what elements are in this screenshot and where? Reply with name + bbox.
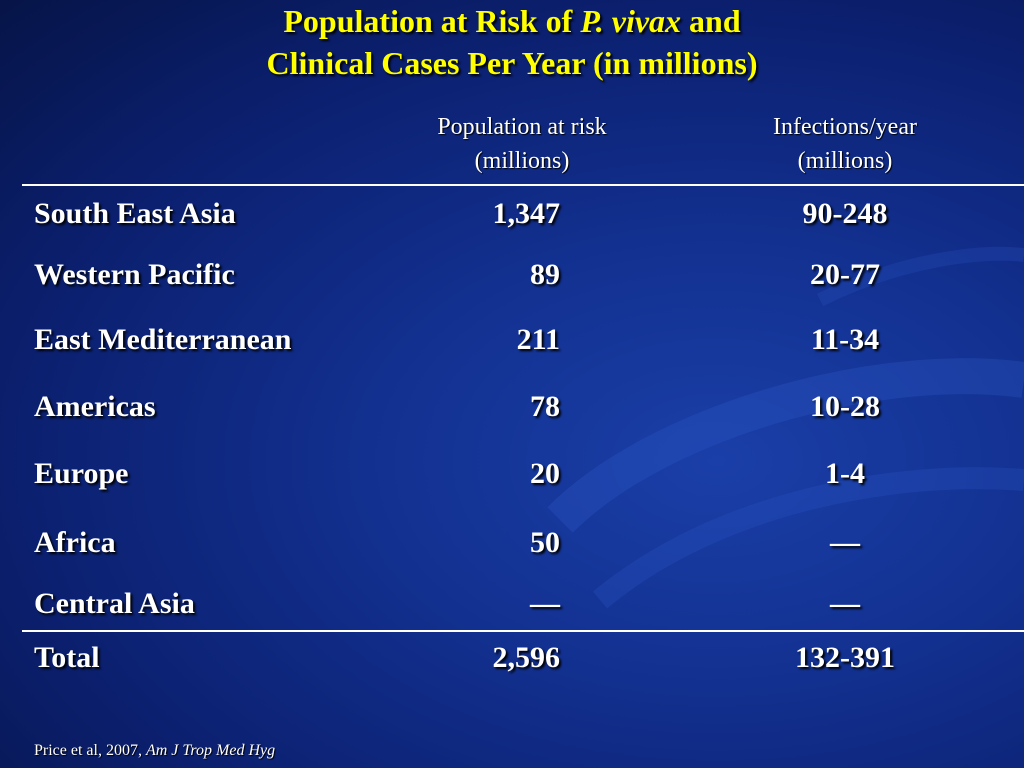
table-row: South East Asia 1,347 90-248	[0, 194, 1024, 234]
infections-cell: 1-4	[825, 457, 865, 490]
population-cell: 1,347	[492, 197, 561, 230]
region-cell: East Mediterranean	[34, 323, 292, 356]
population-cell: 89	[530, 258, 560, 291]
region-cell: Americas	[34, 390, 156, 423]
title-species: P. vivax	[580, 3, 682, 39]
table-row: Americas 78 10-28	[0, 387, 1024, 427]
total-infections: 132-391	[795, 641, 895, 674]
total-label: Total	[34, 641, 100, 674]
table-row: Europe 20 1-4	[0, 454, 1024, 494]
title-suffix: and	[681, 3, 741, 39]
region-cell: South East Asia	[34, 197, 236, 230]
citation-authors: Price et al, 2007,	[34, 742, 146, 759]
table-row: Central Asia — —	[0, 584, 1024, 624]
column-header-population-line-2: (millions)	[474, 148, 570, 174]
column-header-population: Population at risk (millions)	[372, 110, 672, 178]
table-row: Western Pacific 89 20-77	[0, 255, 1024, 295]
table-total-row: Total 2,596 132-391	[0, 638, 1024, 678]
infections-cell: —	[830, 587, 860, 620]
title-line-2: Clinical Cases Per Year (in millions)	[266, 45, 758, 81]
population-cell: 20	[530, 457, 560, 490]
infections-cell: 90-248	[802, 197, 888, 230]
title-prefix: Population at Risk of	[283, 3, 581, 39]
population-cell: 211	[516, 323, 560, 356]
population-cell: 78	[530, 390, 560, 423]
title-line-1: Population at Risk of P. vivax and	[0, 0, 1024, 42]
table-bottom-rule	[22, 630, 1024, 632]
column-header-infections-line-1: Infections/year	[773, 114, 917, 140]
column-header-population-line-1: Population at risk	[437, 114, 607, 140]
column-header-infections-line-2: (millions)	[797, 148, 893, 174]
population-cell: —	[530, 587, 560, 620]
total-population: 2,596	[492, 641, 561, 674]
table-top-rule	[22, 184, 1024, 186]
infections-cell: 10-28	[810, 390, 880, 423]
region-cell: Western Pacific	[34, 258, 235, 291]
citation: Price et al, 2007, Am J Trop Med Hyg	[34, 740, 275, 762]
infections-cell: —	[830, 526, 860, 559]
table-row: Africa 50 —	[0, 523, 1024, 563]
region-cell: Europe	[34, 457, 129, 490]
citation-journal: Am J Trop Med Hyg	[145, 742, 276, 759]
region-cell: Africa	[34, 526, 116, 559]
region-cell: Central Asia	[34, 587, 195, 620]
infections-cell: 11-34	[810, 323, 880, 356]
column-header-infections: Infections/year (millions)	[695, 110, 995, 178]
slide-title: Population at Risk of P. vivax and Clini…	[0, 0, 1024, 84]
population-cell: 50	[530, 526, 560, 559]
infections-cell: 20-77	[810, 258, 880, 291]
table-row: East Mediterranean 211 11-34	[0, 320, 1024, 360]
